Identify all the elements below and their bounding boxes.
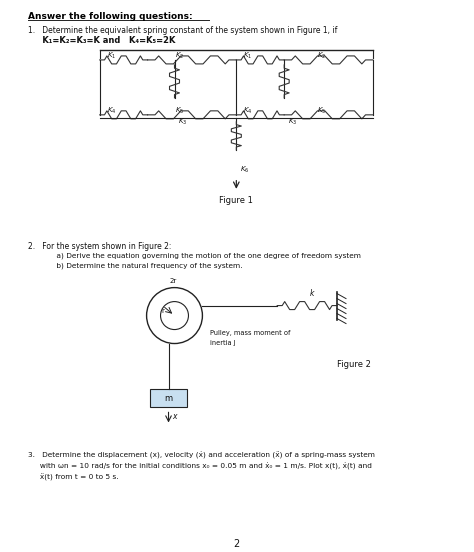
Text: $K_3$: $K_3$ (288, 117, 298, 127)
Text: $K_1$: $K_1$ (107, 51, 116, 61)
Text: $K_2$: $K_2$ (174, 51, 184, 61)
Text: $K_1$: $K_1$ (243, 51, 253, 61)
Text: 2.   For the system shown in Figure 2:: 2. For the system shown in Figure 2: (28, 242, 171, 251)
Text: 3.   Determine the displacement (x), velocity (ẋ) and acceleration (ẍ) of a sp: 3. Determine the displacement (x), veloc… (28, 452, 375, 459)
Text: 2: 2 (233, 539, 239, 549)
Text: $K_5$: $K_5$ (317, 106, 327, 116)
Text: r: r (162, 307, 164, 314)
Text: with ωn = 10 rad/s for the initial conditions x₀ = 0.05 m and ẋ₀ = 1 m/s. Plot : with ωn = 10 rad/s for the initial condi… (28, 463, 372, 470)
Text: Figure 1: Figure 1 (219, 196, 253, 205)
Text: $K_4$: $K_4$ (243, 106, 253, 116)
Text: $K_2$: $K_2$ (317, 51, 326, 61)
FancyBboxPatch shape (150, 390, 187, 407)
Text: Answer the following questions:: Answer the following questions: (28, 12, 192, 21)
Text: x: x (173, 412, 177, 421)
Text: b) Determine the natural frequency of the system.: b) Determine the natural frequency of th… (35, 263, 243, 269)
Text: $K_3$: $K_3$ (179, 117, 188, 127)
Text: Figure 2: Figure 2 (337, 360, 371, 369)
Text: k: k (310, 289, 314, 298)
Text: 1.   Determine the equivalent spring constant of the system shown in Figure 1, i: 1. Determine the equivalent spring const… (28, 26, 337, 35)
Text: $K_4$: $K_4$ (107, 106, 116, 116)
Text: a) Derive the equation governing the motion of the one degree of freedom system: a) Derive the equation governing the mot… (35, 253, 361, 259)
Text: 2r: 2r (170, 278, 177, 284)
Text: $K_5$: $K_5$ (174, 106, 184, 116)
Text: inertia J: inertia J (210, 339, 236, 346)
Text: $K_6$: $K_6$ (240, 165, 250, 175)
Text: Pulley, mass moment of: Pulley, mass moment of (210, 330, 291, 336)
Text: m: m (164, 394, 173, 403)
Text: K₁=K₂=K₃=K and   K₄=K₅=2K: K₁=K₂=K₃=K and K₄=K₅=2K (28, 36, 175, 45)
Text: ẍ(t) from t = 0 to 5 s.: ẍ(t) from t = 0 to 5 s. (28, 474, 118, 481)
